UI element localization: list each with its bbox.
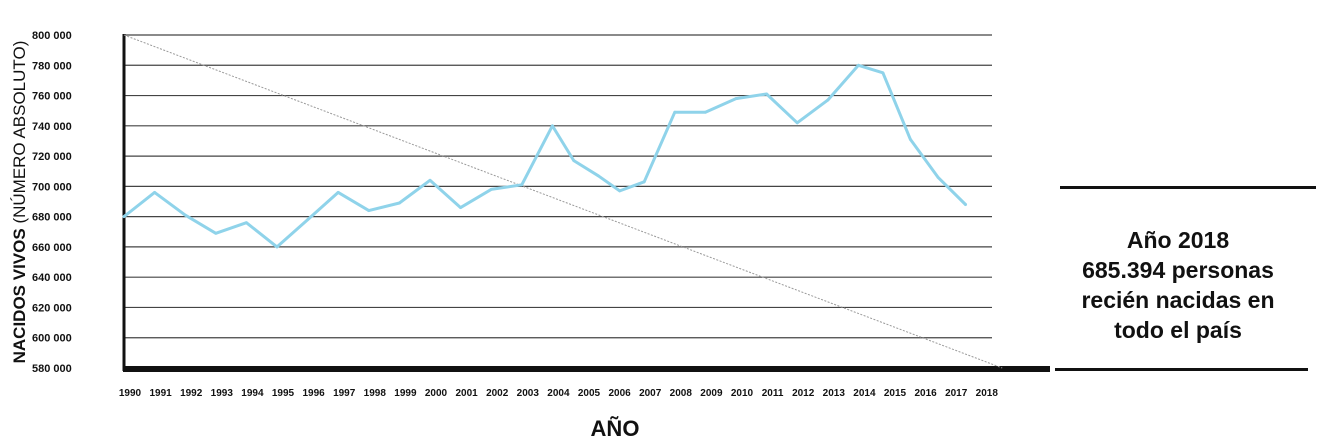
x-tick-label: 1992 (180, 388, 203, 399)
y-tick-label: 780 000 (32, 60, 72, 72)
x-axis-title: AÑO (590, 416, 640, 441)
data-point (551, 124, 554, 128)
x-tick-label: 2018 (976, 388, 999, 399)
x-tick-label: 2002 (486, 388, 509, 399)
y-axis-title: NACIDOS VIVOS (NÚMERO ABSOLUTO) (0, 0, 40, 444)
annotation-line-2: 685.394 personas (1082, 257, 1274, 283)
data-point (618, 189, 622, 193)
data-point (245, 221, 248, 225)
data-point (596, 174, 600, 178)
data-point (642, 180, 646, 184)
y-tick-label: 680 000 (32, 212, 72, 224)
data-point (122, 215, 126, 219)
annotation-line-1: Año 2018 (1126, 227, 1230, 253)
x-tick-label: 1991 (149, 388, 172, 399)
x-tick-label: 2004 (547, 388, 570, 399)
annotation-bottom-rule (1055, 368, 1308, 371)
data-point (795, 121, 799, 125)
x-tick-label: 2001 (455, 388, 478, 399)
x-tick-label: 2000 (425, 388, 448, 399)
x-tick-label: 1990 (119, 388, 142, 399)
data-point (459, 206, 462, 209)
trend-line (123, 34, 1003, 369)
x-tick-label: 2014 (853, 388, 876, 399)
data-point (734, 97, 738, 100)
annotation-top-rule (1060, 186, 1316, 189)
data-point (214, 231, 218, 235)
data-point (765, 92, 768, 96)
x-tick-label: 1998 (364, 388, 387, 399)
x-tick-label: 2005 (578, 388, 601, 399)
data-point (183, 213, 187, 217)
x-tick-label: 2015 (884, 388, 907, 399)
y-axis-title-normal: (NÚMERO ABSOLUTO) (10, 40, 29, 224)
y-tick-label: 740 000 (32, 121, 72, 133)
data-point (881, 71, 885, 75)
x-tick-label: 2017 (945, 388, 968, 399)
x-tick-label: 2011 (762, 388, 784, 399)
x-tick-label: 1994 (241, 388, 264, 399)
y-tick-label: 580 000 (32, 363, 72, 375)
x-tick-label: 1995 (272, 388, 295, 399)
annotation-box: Año 2018 685.394 personas recién nacidas… (1048, 225, 1308, 345)
y-tick-label: 600 000 (32, 333, 72, 345)
x-tick-label: 2003 (517, 388, 540, 399)
data-point (572, 159, 576, 163)
data-point (673, 110, 677, 114)
y-axis-title-bold: NACIDOS VIVOS (10, 228, 29, 364)
data-point (936, 175, 940, 179)
data-point (275, 245, 279, 249)
y-tick-label: 760 000 (32, 91, 72, 103)
x-tick-label: 2006 (608, 388, 631, 399)
x-tick-label: 2008 (670, 388, 693, 399)
data-point (857, 63, 860, 67)
x-tick-label: 1996 (302, 388, 325, 399)
annotation-line-4: todo el país (1114, 317, 1242, 343)
data-point (153, 191, 157, 194)
y-tick-label: 620 000 (32, 302, 72, 314)
data-point (398, 201, 401, 205)
data-point (826, 98, 830, 102)
x-tick-label: 1993 (211, 388, 234, 399)
x-tick-label: 2012 (792, 388, 815, 399)
data-point (489, 187, 493, 191)
data-point (306, 218, 309, 222)
x-tick-label: 2009 (700, 388, 723, 399)
x-tick-label: 1999 (394, 388, 417, 399)
data-point (520, 183, 524, 187)
y-tick-label: 660 000 (32, 242, 72, 254)
y-tick-label: 800 000 (32, 30, 72, 42)
x-tick-label: 2010 (731, 388, 754, 399)
x-tick-label: 2013 (823, 388, 846, 399)
data-point (909, 138, 912, 141)
series-line (122, 63, 967, 249)
x-tick-label: 2007 (639, 388, 662, 399)
y-tick-label: 640 000 (32, 272, 72, 284)
y-tick-label: 720 000 (32, 151, 72, 163)
data-point (367, 209, 371, 212)
data-point (964, 203, 967, 206)
data-point (428, 178, 432, 182)
x-tick-label: 2016 (914, 388, 937, 399)
data-point (336, 191, 340, 194)
x-tick-label: 1997 (333, 388, 356, 399)
annotation-line-3: recién nacidas en (1081, 287, 1275, 313)
y-tick-label: 700 000 (32, 181, 72, 193)
data-point (704, 110, 707, 114)
